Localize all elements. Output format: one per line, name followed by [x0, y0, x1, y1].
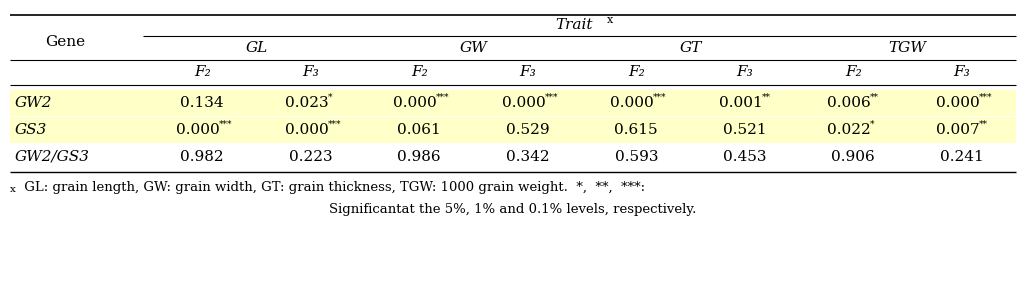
Text: 0.061: 0.061: [397, 123, 441, 137]
Text: F₂: F₂: [410, 65, 428, 79]
Text: **: **: [870, 92, 879, 102]
Text: 0.521: 0.521: [723, 123, 766, 137]
Text: GL: GL: [245, 41, 268, 55]
Text: ***: ***: [545, 92, 558, 102]
Text: 0.001: 0.001: [719, 96, 762, 110]
Text: GT: GT: [679, 41, 702, 55]
Text: F₃: F₃: [303, 65, 319, 79]
Text: 0.223: 0.223: [289, 150, 332, 164]
Text: ***: ***: [979, 92, 992, 102]
Text: 0.134: 0.134: [181, 96, 224, 110]
Text: Significantat the 5%, 1% and 0.1% levels, respectively.: Significantat the 5%, 1% and 0.1% levels…: [329, 203, 697, 216]
Text: 0.022: 0.022: [827, 123, 871, 137]
Text: 0.000: 0.000: [502, 96, 546, 110]
Text: 0.241: 0.241: [940, 150, 984, 164]
Text: F₃: F₃: [519, 65, 537, 79]
Text: ***: ***: [436, 92, 449, 102]
Bar: [10, 90, 1016, 116]
Text: ***: ***: [220, 119, 233, 129]
Text: 0.023: 0.023: [285, 96, 328, 110]
Text: 0.342: 0.342: [506, 150, 550, 164]
Text: x: x: [606, 15, 614, 25]
Text: GW2: GW2: [15, 96, 52, 110]
Text: **: **: [979, 119, 988, 129]
Text: 0.007: 0.007: [936, 123, 980, 137]
Text: 0.615: 0.615: [615, 123, 658, 137]
Text: 0.593: 0.593: [615, 150, 658, 164]
Text: *: *: [327, 92, 332, 102]
Text: 0.982: 0.982: [181, 150, 224, 164]
Text: GW: GW: [460, 41, 487, 55]
Text: *: *: [870, 119, 875, 129]
Text: 0.000: 0.000: [610, 96, 655, 110]
Text: 0.000: 0.000: [285, 123, 328, 137]
Text: TGW: TGW: [889, 41, 926, 55]
Text: 0.000: 0.000: [393, 96, 437, 110]
Text: F₂: F₂: [844, 65, 862, 79]
Text: **: **: [761, 92, 771, 102]
Text: 0.000: 0.000: [176, 123, 221, 137]
Text: F₃: F₃: [737, 65, 753, 79]
Text: 0.529: 0.529: [506, 123, 550, 137]
Text: GL: grain length, GW: grain width, GT: grain thickness, TGW: 1000 grain weight. : GL: grain length, GW: grain width, GT: g…: [19, 181, 645, 194]
Text: GS3: GS3: [15, 123, 47, 137]
Text: GW2/GS3: GW2/GS3: [15, 150, 90, 164]
Text: F₃: F₃: [953, 65, 971, 79]
Text: 0.453: 0.453: [723, 150, 766, 164]
Text: Gene: Gene: [45, 35, 85, 49]
Bar: [10, 117, 1016, 143]
Text: ***: ***: [327, 119, 342, 129]
Text: F₂: F₂: [628, 65, 644, 79]
Text: 0.986: 0.986: [397, 150, 441, 164]
Text: x: x: [10, 186, 15, 195]
Text: 0.000: 0.000: [936, 96, 980, 110]
Text: F₂: F₂: [194, 65, 210, 79]
Text: ***: ***: [654, 92, 667, 102]
Text: 0.906: 0.906: [831, 150, 875, 164]
Text: 0.006: 0.006: [827, 96, 871, 110]
Text: Trait: Trait: [555, 18, 593, 32]
